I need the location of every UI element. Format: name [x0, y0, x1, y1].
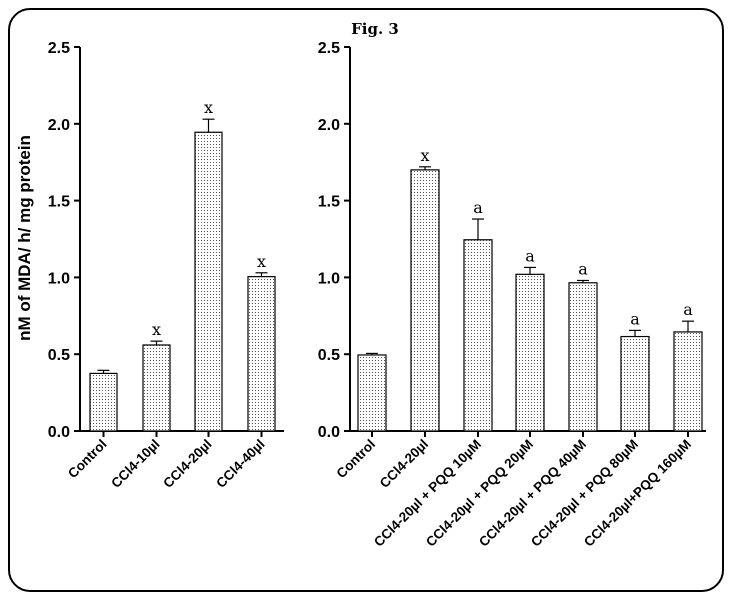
x-tick-label: CCl4-20µl	[377, 437, 431, 491]
x-tick-label: CCl4-40µl	[213, 437, 267, 491]
significance-label: a	[683, 300, 693, 319]
y-axis-label: nM of MDA/ h/ mg protein	[15, 135, 34, 341]
significance-label: x	[152, 320, 161, 339]
bar	[410, 169, 440, 432]
y-tick-label: 2.5	[48, 40, 70, 57]
significance-label: x	[420, 146, 429, 165]
y-tick-label: 1.5	[318, 194, 340, 211]
significance-label: x	[204, 98, 213, 117]
y-tick-label: 1.5	[48, 194, 70, 211]
bar	[568, 282, 598, 432]
significance-label: a	[525, 246, 535, 265]
y-tick-label: 1.0	[48, 270, 70, 287]
significance-label: a	[473, 198, 483, 217]
bar	[89, 372, 118, 432]
bar	[247, 276, 276, 432]
bar	[463, 239, 493, 432]
figure-frame	[8, 8, 724, 592]
bar	[515, 273, 545, 432]
x-tick-label: CCl4-20µl + PQQ 80µM	[528, 437, 641, 550]
significance-label: a	[578, 259, 588, 278]
y-tick-label: 2.0	[48, 117, 70, 134]
y-tick-label: 2.5	[318, 40, 340, 57]
y-tick-label: 2.0	[318, 117, 340, 134]
x-tick-label: CCl4-10µl	[108, 437, 162, 491]
x-tick-label: CCl4-20µl	[160, 437, 214, 491]
figure-title: Fig. 3	[351, 20, 399, 38]
y-tick-label: 0.0	[318, 424, 340, 441]
significance-label: x	[257, 252, 266, 271]
y-tick-label: 0.0	[48, 424, 70, 441]
y-tick-label: 0.5	[48, 347, 70, 364]
x-tick-label: CCl4-20µl+PQQ 160µM	[581, 437, 694, 550]
significance-label: a	[630, 309, 640, 328]
bar	[620, 335, 650, 432]
y-tick-label: 1.0	[318, 270, 340, 287]
y-tick-label: 0.5	[318, 347, 340, 364]
bar	[142, 344, 171, 432]
x-tick-label: CCl4-20µl + PQQ 10µM	[371, 437, 484, 550]
x-tick-label: Control	[334, 437, 379, 482]
x-tick-label: Control	[65, 437, 110, 482]
bar	[673, 331, 703, 432]
bar	[357, 354, 387, 432]
x-tick-label: CCl4-20µl + PQQ 20µM	[423, 437, 536, 550]
x-tick-label: CCl4-20µl + PQQ 40µM	[476, 437, 589, 550]
bar	[194, 131, 223, 432]
